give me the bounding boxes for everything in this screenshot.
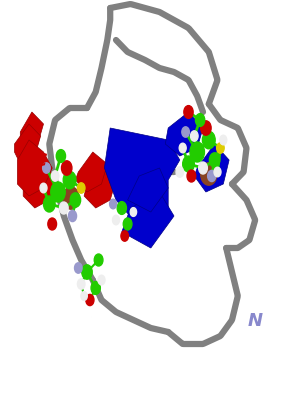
Circle shape <box>48 218 57 230</box>
Circle shape <box>43 163 50 173</box>
Circle shape <box>195 114 205 126</box>
Text: C: C <box>33 152 47 170</box>
Circle shape <box>94 254 103 266</box>
Circle shape <box>56 150 66 162</box>
Circle shape <box>40 183 47 193</box>
Circle shape <box>184 106 193 118</box>
Circle shape <box>61 161 72 175</box>
Circle shape <box>187 170 196 182</box>
Circle shape <box>51 171 59 181</box>
Circle shape <box>117 202 126 214</box>
Circle shape <box>75 263 82 273</box>
Circle shape <box>113 215 119 225</box>
Circle shape <box>68 210 77 222</box>
Polygon shape <box>23 156 55 208</box>
Circle shape <box>202 131 215 149</box>
Circle shape <box>98 275 105 285</box>
Circle shape <box>59 202 68 214</box>
Circle shape <box>176 167 184 177</box>
Circle shape <box>182 127 189 137</box>
Circle shape <box>86 294 94 306</box>
Circle shape <box>63 187 79 209</box>
Circle shape <box>183 156 194 172</box>
Circle shape <box>214 167 221 177</box>
Circle shape <box>51 182 65 202</box>
Circle shape <box>77 279 85 289</box>
Circle shape <box>130 208 137 216</box>
Polygon shape <box>194 144 229 192</box>
Circle shape <box>77 183 85 193</box>
Circle shape <box>209 153 220 167</box>
Polygon shape <box>14 124 41 164</box>
Circle shape <box>191 131 198 141</box>
Polygon shape <box>20 112 44 152</box>
Circle shape <box>201 121 211 135</box>
Circle shape <box>179 143 186 153</box>
Polygon shape <box>122 192 174 248</box>
Circle shape <box>44 196 55 212</box>
Circle shape <box>110 199 117 209</box>
Circle shape <box>217 143 224 153</box>
Text: N: N <box>248 312 263 330</box>
Polygon shape <box>17 140 52 196</box>
Polygon shape <box>84 168 116 208</box>
Circle shape <box>82 265 92 279</box>
Polygon shape <box>104 128 180 232</box>
Circle shape <box>121 231 128 241</box>
Circle shape <box>123 218 132 230</box>
Circle shape <box>220 135 227 145</box>
Circle shape <box>91 282 100 294</box>
Circle shape <box>81 292 87 300</box>
Polygon shape <box>165 112 203 156</box>
Polygon shape <box>75 152 107 192</box>
Circle shape <box>63 171 76 189</box>
Circle shape <box>70 193 81 207</box>
Circle shape <box>199 162 207 174</box>
Circle shape <box>208 170 216 182</box>
Circle shape <box>190 142 204 162</box>
Polygon shape <box>128 168 168 212</box>
Circle shape <box>201 163 217 185</box>
